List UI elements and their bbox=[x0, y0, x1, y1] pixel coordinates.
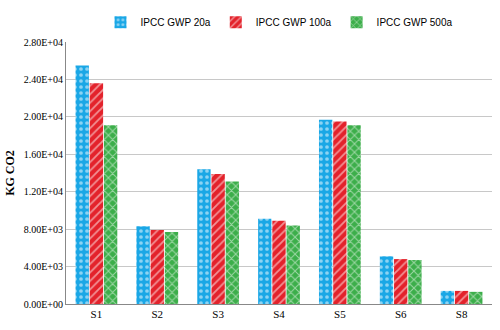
svg-text:1.60E+04: 1.60E+04 bbox=[24, 149, 63, 160]
svg-text:2.80E+04: 2.80E+04 bbox=[24, 37, 63, 48]
svg-text:S8: S8 bbox=[456, 308, 468, 320]
svg-text:4.00E+03: 4.00E+03 bbox=[24, 261, 63, 272]
svg-text:S1: S1 bbox=[91, 308, 103, 320]
svg-text:IPCC GWP 500a: IPCC GWP 500a bbox=[377, 17, 453, 28]
svg-text:S6: S6 bbox=[395, 308, 407, 320]
svg-text:IPCC GWP 100a: IPCC GWP 100a bbox=[256, 17, 332, 28]
svg-text:IPCC GWP 20a: IPCC GWP 20a bbox=[141, 17, 211, 28]
svg-text:S5: S5 bbox=[334, 308, 346, 320]
svg-text:S3: S3 bbox=[212, 308, 224, 320]
svg-text:S4: S4 bbox=[273, 308, 285, 320]
svg-text:8.00E+03: 8.00E+03 bbox=[24, 224, 63, 235]
svg-text:KG CO2: KG CO2 bbox=[3, 150, 17, 196]
svg-text:0.00E+00: 0.00E+00 bbox=[24, 299, 63, 310]
svg-text:S2: S2 bbox=[151, 308, 163, 320]
svg-text:2.40E+04: 2.40E+04 bbox=[24, 74, 63, 85]
svg-text:2.00E+04: 2.00E+04 bbox=[24, 111, 63, 122]
svg-text:1.20E+04: 1.20E+04 bbox=[24, 186, 63, 197]
